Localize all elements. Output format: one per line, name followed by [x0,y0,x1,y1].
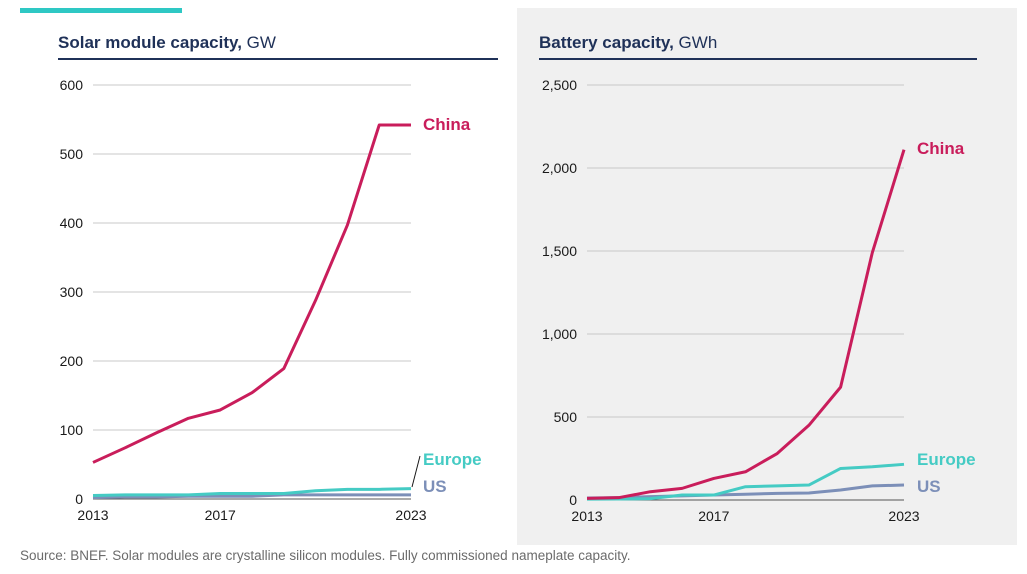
solar-y-tick-label: 600 [60,77,84,93]
battery-y-tick-label: 2,000 [542,160,577,176]
battery-title-text: Battery capacity, [539,33,674,52]
battery-title-rule [539,58,977,60]
solar-y-tick-label: 500 [60,146,84,162]
battery-series-label-china: China [917,139,965,158]
solar-y-tick-label: 0 [75,491,83,507]
solar-series-line-us [92,493,411,500]
solar-series-line-europe [92,487,412,498]
solar-y-tick-label: 300 [60,284,84,300]
solar-title-rule [58,58,498,60]
battery-title-unit: GWh [678,33,718,52]
battery-y-tick-label: 1,000 [542,326,577,342]
solar-chart: 0 100 200 300 400 500 600 2013 2017 2023 China Euro… [60,77,482,523]
battery-y-tick-label: 0 [569,492,577,508]
battery-x-tick-label: 2013 [571,508,602,524]
solar-panel: Solar module capacity, GW 0 100 200 300 400 5… [0,0,510,545]
solar-title-unit: GW [246,33,276,52]
battery-series-line-us [586,483,905,500]
solar-series-label-europe: Europe [423,450,482,469]
solar-x-tick-label: 2013 [77,507,108,523]
solar-y-tick-label: 100 [60,422,84,438]
battery-panel: Battery capacity, GWh 0 500 1,000 1,500 2,00… [517,8,1017,545]
source-note: Source: BNEF. Solar modules are crystall… [20,548,631,563]
battery-y-tick-label: 500 [554,409,578,425]
battery-chart-title: Battery capacity, GWh [539,33,717,53]
accent-bar [20,8,182,13]
battery-series-label-us: US [917,477,941,496]
solar-series-line-china [92,123,411,464]
solar-title-text: Solar module capacity, [58,33,242,52]
battery-y-tick-label: 1,500 [542,243,577,259]
battery-chart: 0 500 1,000 1,500 2,000 2,500 2013 2017 2023 Chin… [542,77,976,524]
battery-x-tick-label: 2017 [698,508,729,524]
solar-series-label-us: US [423,477,447,496]
battery-y-tick-label: 2,500 [542,77,577,93]
battery-series-label-europe: Europe [917,450,976,469]
battery-x-tick-label: 2023 [888,508,919,524]
battery-series-line-europe [586,462,905,501]
solar-label-leader-line [411,455,421,488]
solar-y-tick-label: 400 [60,215,84,231]
solar-y-tick-label: 200 [60,353,84,369]
solar-x-tick-label: 2017 [205,507,236,523]
battery-series-line-china [586,149,906,500]
solar-chart-title: Solar module capacity, GW [58,33,276,53]
solar-x-tick-label: 2023 [395,507,426,523]
solar-series-label-china: China [423,115,471,134]
